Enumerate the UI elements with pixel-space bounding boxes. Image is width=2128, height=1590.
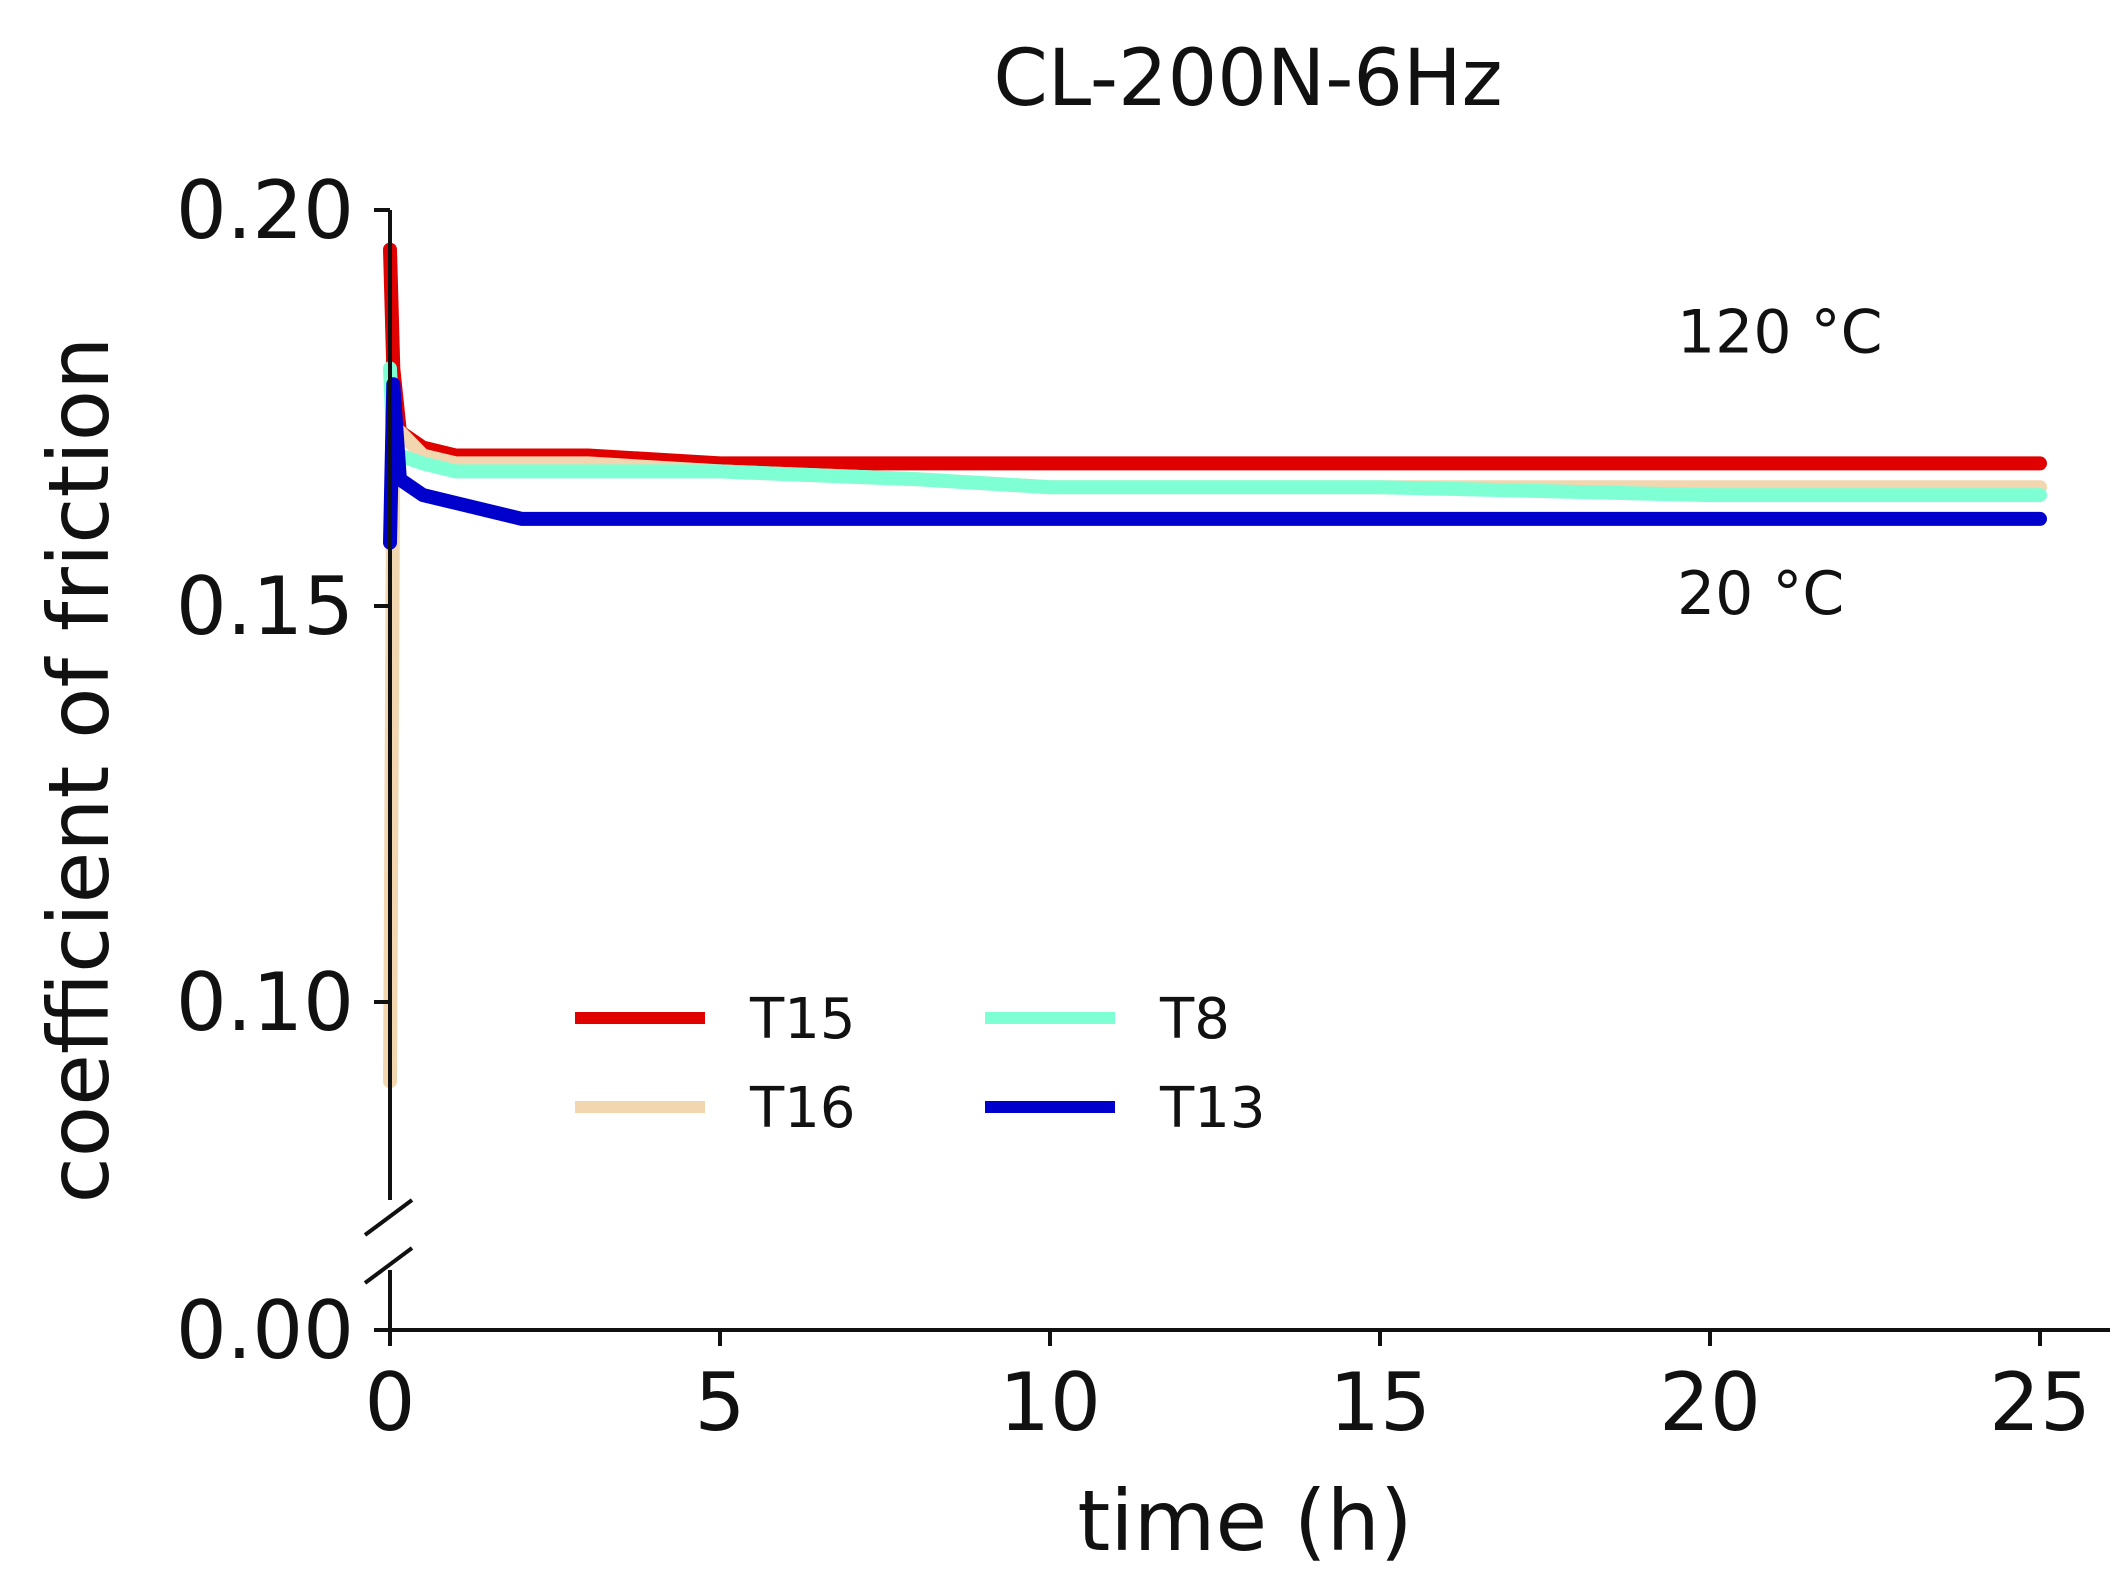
y-tick-label: 0.10 (176, 956, 354, 1049)
y-tick-label: 0.00 (176, 1284, 354, 1377)
x-axis-title: time (h) (1077, 1472, 1412, 1570)
x-tick-label: 20 (1659, 1356, 1761, 1449)
x-tick-label: 25 (1989, 1356, 2091, 1449)
x-ticks: 0 5 10 15 20 25 (365, 1330, 2091, 1449)
legend-label-t16: T16 (749, 1076, 855, 1141)
legend: T15 T16 T8 T13 (575, 987, 1265, 1141)
y-tick-label: 0.20 (176, 164, 354, 257)
chart-title: CL-200N-6Hz (993, 34, 1502, 124)
legend-label-t13: T13 (1159, 1076, 1265, 1141)
legend-label-t15: T15 (749, 987, 855, 1052)
annotation-label: 20 °C (1677, 559, 1844, 629)
x-tick-label: 5 (695, 1356, 746, 1449)
axis-break-mark-bottom (363, 1246, 414, 1285)
x-tick-label: 15 (1329, 1356, 1431, 1449)
annotation-label: 120 °C (1677, 298, 1883, 368)
axis-break-mark-top (363, 1198, 414, 1237)
y-ticks: 0.00 0.10 0.15 0.20 (176, 164, 390, 1377)
legend-label-t8: T8 (1159, 987, 1230, 1052)
y-tick-label: 0.15 (176, 560, 354, 653)
series-line-t8 (383, 361, 2047, 503)
annotations: 120 °C 20 °C (1677, 298, 1883, 629)
y-axis-title: coefficient of friction (30, 337, 128, 1204)
series-line-t16 (383, 424, 2047, 1089)
plot-lines (383, 242, 2047, 1089)
series-line-t13 (383, 377, 2047, 550)
x-tick-label: 0 (365, 1356, 416, 1449)
x-tick-label: 10 (999, 1356, 1101, 1449)
